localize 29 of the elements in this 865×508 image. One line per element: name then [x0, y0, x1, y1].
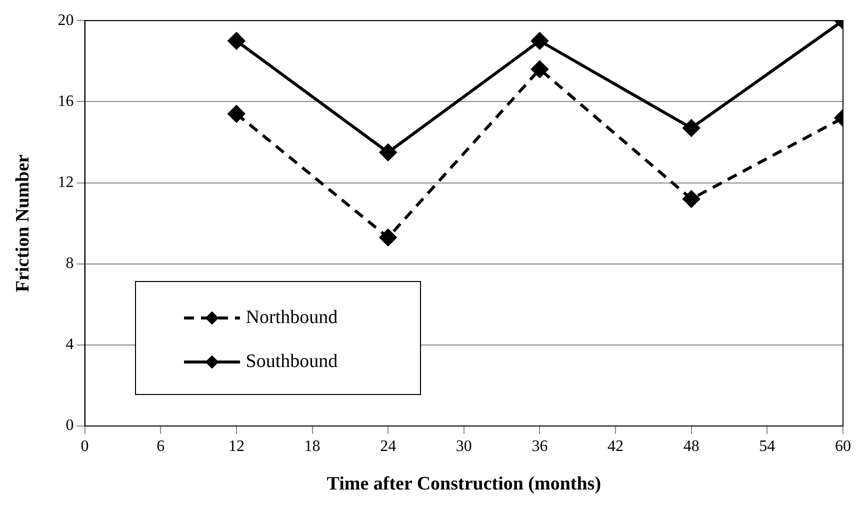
legend-label: Southbound [246, 351, 338, 373]
point [380, 144, 397, 161]
y-tick-label: 16 [58, 92, 74, 110]
point [531, 32, 548, 50]
y-tick-label: 0 [66, 417, 74, 434]
x-tick-label: 24 [380, 438, 396, 455]
x-tick-label: 42 [608, 438, 624, 455]
point [380, 228, 397, 246]
legend-label: Northbound [246, 307, 338, 329]
point [531, 60, 548, 78]
y-tick-label: 20 [58, 12, 74, 29]
x-tick-label: 12 [228, 438, 244, 455]
x-tick-label: 0 [80, 438, 89, 455]
y-tick-label: 12 [58, 174, 74, 191]
x-tick-label: 36 [532, 438, 548, 455]
y-tick-label: 4 [66, 336, 74, 354]
point [682, 190, 700, 208]
point [228, 32, 245, 50]
x-tick-label: 48 [683, 438, 700, 455]
x-tick-label: 18 [304, 438, 320, 455]
x-tick-label: 54 [759, 438, 776, 455]
y-axis-title: Friction Number [12, 154, 34, 292]
x-tick-label: 30 [456, 438, 472, 455]
x-tick-label: 60 [835, 438, 851, 455]
y-tick-label: 8 [66, 255, 74, 272]
x-axis-title: Time after Construction (months) [326, 474, 602, 495]
x-tick-label: 6 [156, 438, 165, 455]
point [682, 120, 700, 137]
point [228, 105, 245, 122]
